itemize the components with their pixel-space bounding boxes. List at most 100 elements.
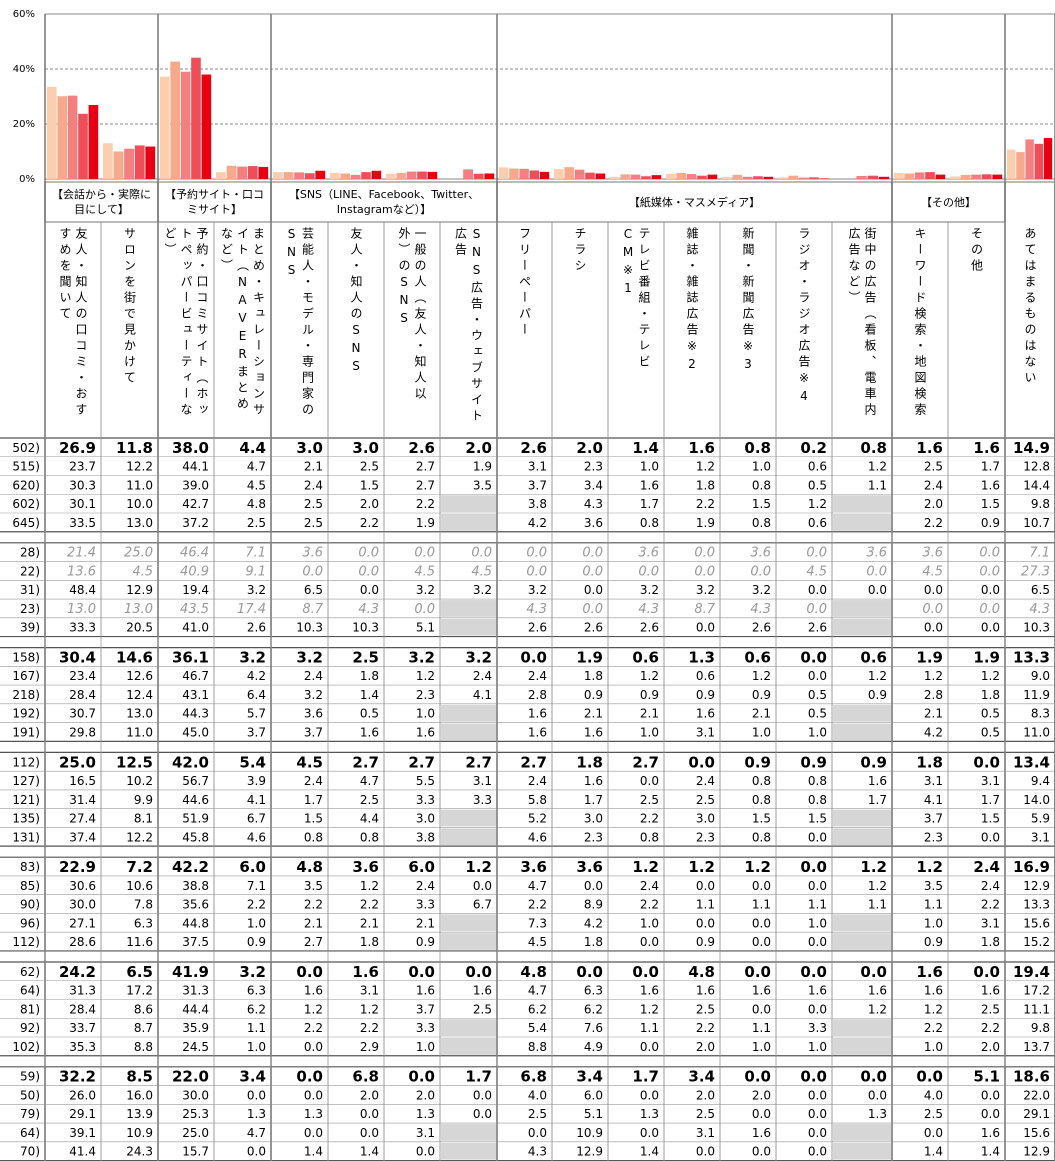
cell-value: 42.0 [172,753,209,771]
bar [894,172,904,179]
empty-cell [833,828,891,846]
cell-value: 1.0 [640,725,659,739]
cell-value: 4.7 [247,460,266,474]
bar [809,177,819,179]
cell-value: 4.5 [247,478,266,492]
column-header-text: 街中の広告（看板、電車内広告など） [847,227,877,419]
cell-value: 1.4 [924,1145,943,1159]
cell-value: 2.3 [584,460,603,474]
cell-value: 4.7 [247,1126,266,1140]
row-label: 102) [12,1040,40,1054]
row-label: 22) [20,564,40,578]
cell-value: 4.1 [924,793,943,807]
block-gap [0,637,1055,647]
cell-value: 1.0 [808,1040,827,1054]
cell-value: 1.1 [924,898,943,912]
cell-value: 1.8 [584,935,603,949]
cell-value: 37.4 [69,830,96,844]
cell-value: 1.2 [868,669,887,683]
cell-value: 3.3 [416,898,435,912]
column-header: 友人・知人のSNS [328,227,384,437]
cell-value: 1.0 [924,1040,943,1054]
block-gap [0,532,1055,542]
cell-value: 15.7 [182,1145,209,1159]
cell-value: 6.4 [247,688,266,702]
cell-value: 3.2 [239,648,266,666]
cell-value: 4.0 [528,1088,547,1102]
row-label: 83) [20,860,40,874]
cell-value: 1.6 [696,984,715,998]
cell-value: 0.0 [752,935,771,949]
cell-value: 0.0 [247,1088,266,1102]
bar [88,105,99,179]
cell-value: 2.4 [304,774,323,788]
cell-value: 12.2 [126,830,153,844]
cell-value: 13.9 [126,1107,153,1121]
cell-value: 13.3 [1013,648,1050,666]
cell-value: 0.9 [860,753,887,771]
cell-value: 1.2 [981,669,1000,683]
cell-value: 1.8 [916,753,943,771]
cell-value: 24.3 [126,1145,153,1159]
row-label: 23) [20,602,40,616]
cell-value: 1.2 [465,858,492,876]
cell-value: 0.6 [808,460,827,474]
cell-value: 41.9 [172,963,209,981]
cell-value: 0.8 [640,516,659,530]
cell-value: 2.4 [473,669,492,683]
cell-value: 0.0 [465,963,492,981]
cell-value: 26.0 [69,1088,96,1102]
cell-value: 2.2 [981,898,1000,912]
cell-value: 8.1 [134,812,153,826]
bar [867,175,878,179]
bar [509,168,519,179]
cell-value: 3.4 [239,1068,266,1086]
cell-value: 3.1 [981,774,1000,788]
row-label: 50) [20,1088,40,1102]
cell-value: 0.0 [808,1145,827,1159]
cell-value: 22.0 [172,1068,209,1086]
bar [57,96,67,179]
row-label: 620) [12,478,40,492]
cell-value: 2.5 [924,460,943,474]
cell-value: 1.4 [360,688,379,702]
bar [201,74,212,179]
cell-value: 0.8 [360,830,379,844]
cell-value: 0.0 [744,963,771,981]
bar [992,174,1003,179]
cell-value: 39.1 [69,1126,96,1140]
cell-value: 1.6 [868,984,887,998]
cell-value: 0.9 [416,935,435,949]
cell-value: 9.8 [1031,497,1050,511]
cell-value: 1.1 [696,898,715,912]
cell-value: 2.4 [528,669,547,683]
cell-value: 0.0 [868,583,887,597]
cell-value: 3.9 [247,774,266,788]
cell-value: 0.0 [640,1126,659,1140]
cell-value: 11.1 [1023,1002,1050,1016]
column-header-text: 雑誌・雑誌広告※2 [685,227,699,375]
cell-value: 0.6 [632,648,659,666]
cell-value: 1.8 [360,669,379,683]
cell-value: 2.7 [408,753,435,771]
cell-value: 30.7 [69,707,96,721]
column-header: テレビ番組・テレビCM※1 [608,227,664,437]
cell-value: 3.2 [752,583,771,597]
cell-value: 2.4 [981,879,1000,893]
column-header-text: その他 [969,227,984,275]
cell-value: 4.5 [132,564,153,579]
cell-value: 1.2 [416,669,435,683]
bar [145,146,156,179]
column-header-text: SNS広告・ウェブサイト広告 [453,227,484,425]
cell-value: 4.2 [924,725,943,739]
cell-value: 19.4 [1013,963,1050,981]
bar [732,174,742,179]
cell-value: 2.7 [416,460,435,474]
cell-value: 0.0 [981,1088,1000,1102]
cell-value: 1.2 [744,858,771,876]
bar [1007,149,1016,179]
cell-value: 1.1 [868,898,887,912]
cell-value: 2.1 [416,916,435,930]
cell-value: 45.8 [182,830,209,844]
